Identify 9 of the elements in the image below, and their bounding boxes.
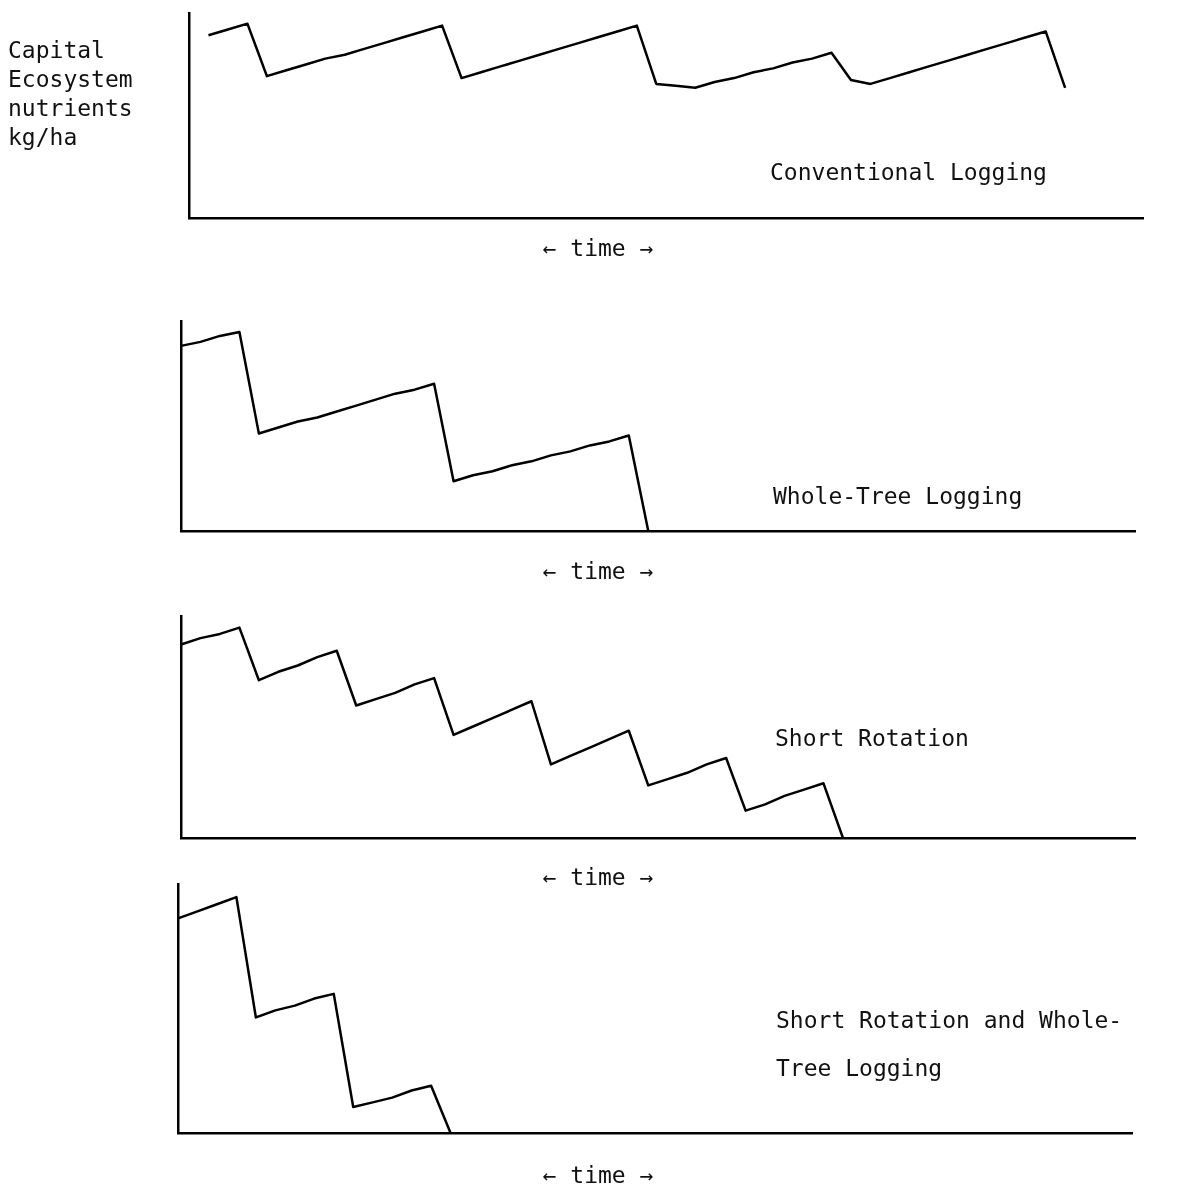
- annotation: Short Rotation and Whole-Tree Logging: [776, 1006, 1124, 1083]
- annotation: Conventional Logging: [770, 158, 1048, 187]
- annotation: Short Rotation: [775, 724, 970, 753]
- y-axis-title: Capital Ecosystem nutrients kg/ha: [8, 36, 134, 152]
- x-axis-title: ← time →: [542, 235, 654, 261]
- x-axis-title: ← time →: [542, 558, 654, 584]
- x-axis-title: ← time →: [542, 1162, 654, 1188]
- annotation: Whole-Tree Logging: [773, 482, 1024, 511]
- x-axis-title: ← time →: [542, 864, 654, 890]
